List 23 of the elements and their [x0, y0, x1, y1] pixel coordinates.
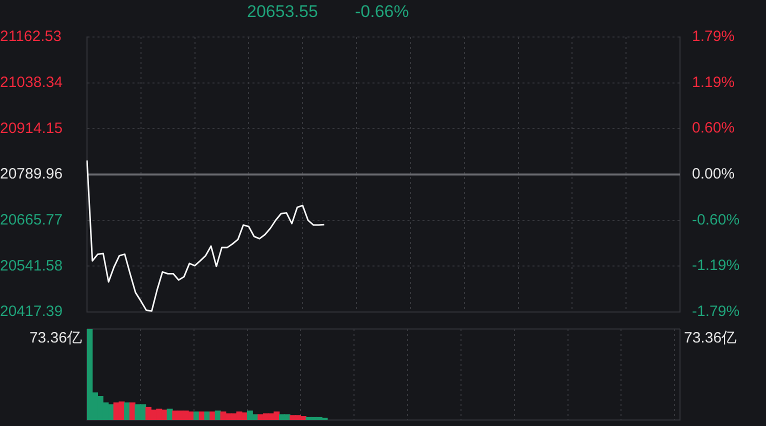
text: 73.36亿 — [29, 330, 82, 347]
y-tick-label: 20789.96 — [0, 166, 63, 183]
y-tick-label: 20914.15 — [0, 120, 63, 137]
y2-tick-label: -1.19% — [692, 257, 740, 274]
bar — [204, 411, 210, 420]
y-tick-label: 20665.77 — [0, 211, 63, 228]
bar — [124, 402, 130, 420]
y2-tick-label: 0.00% — [692, 166, 735, 183]
y2-tick-label: 1.79% — [692, 28, 735, 46]
bar — [210, 411, 216, 420]
chart-title: 20653.55 — [247, 2, 318, 22]
text: 73.36亿 — [684, 330, 737, 347]
chart-subtitle: -0.66% — [355, 2, 409, 22]
y2-tick-label: -0.60% — [692, 212, 740, 229]
y2-tick-label: -1.79% — [692, 303, 740, 320]
bar — [129, 402, 136, 420]
y-tick-label: 20417.39 — [0, 303, 63, 320]
y-tick-label: 21038.34 — [0, 74, 63, 91]
y2-tick-label: 0.60% — [692, 120, 735, 137]
y-tick-label: 21162.53 — [0, 28, 62, 46]
bar — [194, 411, 200, 420]
y2-tick-label: 1.19% — [692, 74, 735, 92]
y-tick-label: 20541.58 — [0, 257, 63, 274]
